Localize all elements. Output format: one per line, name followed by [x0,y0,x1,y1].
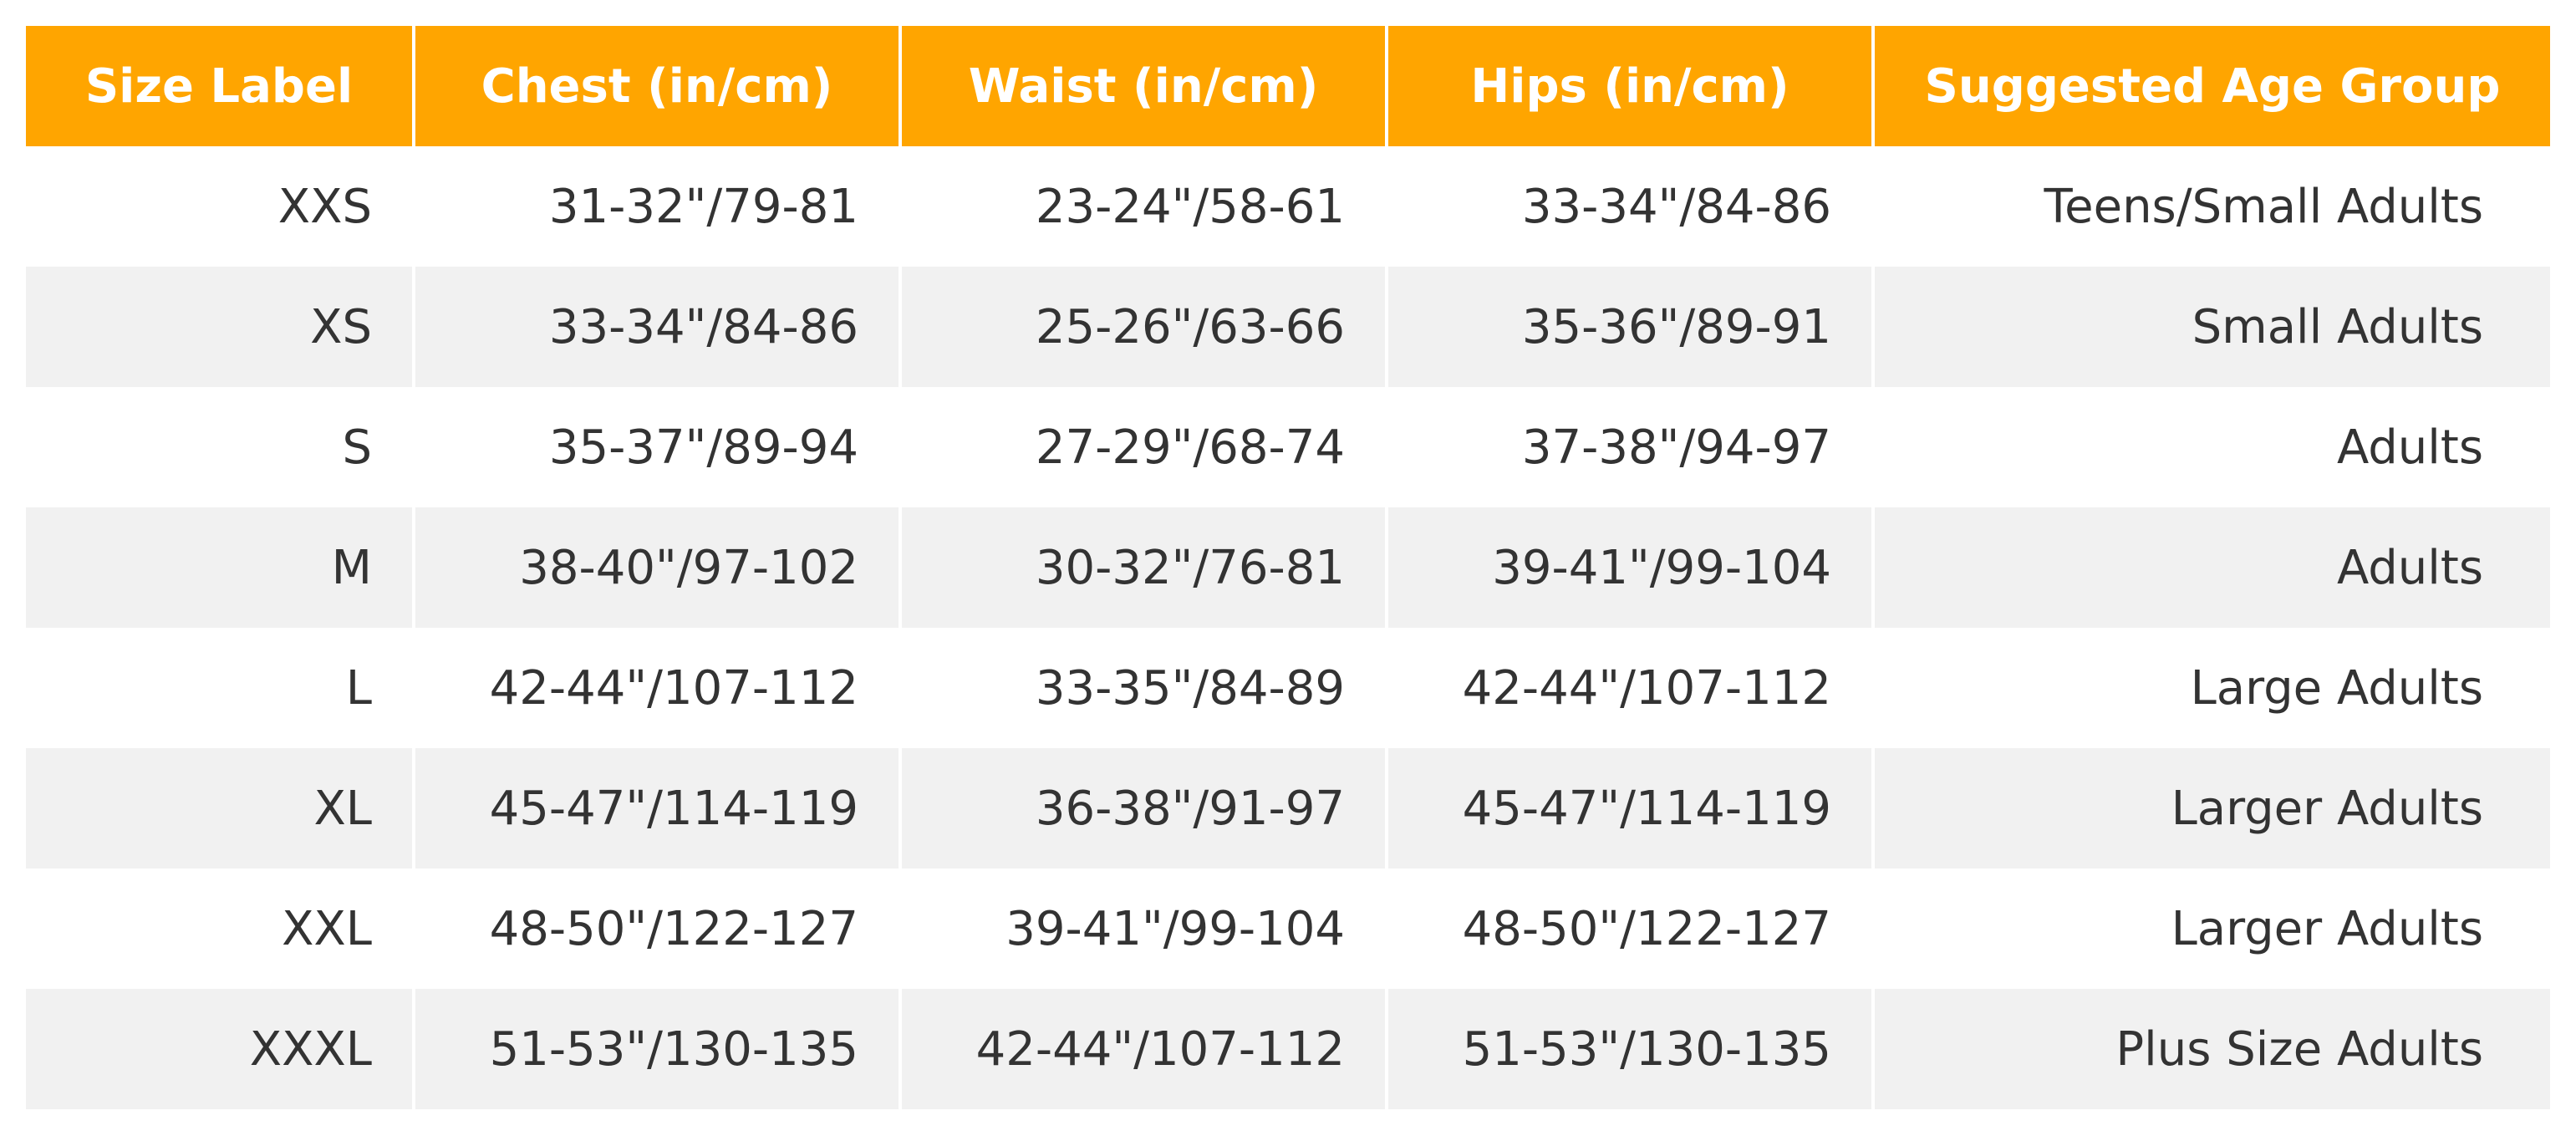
chest-cell: 45-47"/114-119 [412,748,900,869]
header-waist: Waist (in/cm) [899,26,1387,146]
chest-cell: 48-50"/122-127 [412,869,900,989]
age-group-cell: Plus Size Adults [1871,989,2550,1109]
hips-cell: 51-53"/130-135 [1385,989,1873,1109]
hips-cell: 45-47"/114-119 [1385,748,1873,869]
waist-cell: 25-26"/63-66 [899,267,1387,387]
age-group-cell: Adults [1871,507,2550,628]
table-row: XS 33-34"/84-86 25-26"/63-66 35-36"/89-91 Sm… [26,267,2550,387]
age-group-cell: Large Adults [1871,628,2550,748]
table-row: M 38-40"/97-102 30-32"/76-81 39-41"/99-104 A… [26,507,2550,628]
chest-cell: 51-53"/130-135 [412,989,900,1109]
size-label-cell: XL [26,748,414,869]
header-hips: Hips (in/cm) [1385,26,1873,146]
table-row: S 35-37"/89-94 27-29"/68-74 37-38"/94-97 Adu… [26,387,2550,507]
table-row: XL 45-47"/114-119 36-38"/91-97 45-47"/114-1… [26,748,2550,869]
header-size-label: Size Label [26,26,414,146]
hips-cell: 33-34"/84-86 [1385,146,1873,267]
age-group-cell: Small Adults [1871,267,2550,387]
size-label-cell: XXS [26,146,414,267]
age-group-cell: Teens/Small Adults [1871,146,2550,267]
table-row: L 42-44"/107-112 33-35"/84-89 42-44"/107-11… [26,628,2550,748]
age-group-cell: Larger Adults [1871,748,2550,869]
size-label-cell: S [26,387,414,507]
table-body: XXS 31-32"/79-81 23-24"/58-61 33-34"/84-86 T… [26,146,2550,1109]
table-row: XXL 48-50"/122-127 39-41"/99-104 48-50"/122… [26,869,2550,989]
hips-cell: 39-41"/99-104 [1385,507,1873,628]
hips-cell: 48-50"/122-127 [1385,869,1873,989]
waist-cell: 39-41"/99-104 [899,869,1387,989]
chest-cell: 38-40"/97-102 [412,507,900,628]
size-label-cell: XS [26,267,414,387]
waist-cell: 23-24"/58-61 [899,146,1387,267]
table-row: XXXL 51-53"/130-135 42-44"/107-112 51-53"/1… [26,989,2550,1109]
size-chart-table: Size Label Chest (in/cm) Waist (in/cm) H… [26,26,2550,1109]
chest-cell: 42-44"/107-112 [412,628,900,748]
header-row: Size Label Chest (in/cm) Waist (in/cm) H… [26,26,2550,146]
waist-cell: 42-44"/107-112 [899,989,1387,1109]
size-label-cell: XXL [26,869,414,989]
hips-cell: 42-44"/107-112 [1385,628,1873,748]
size-label-cell: M [26,507,414,628]
age-group-cell: Larger Adults [1871,869,2550,989]
size-label-cell: XXXL [26,989,414,1109]
waist-cell: 36-38"/91-97 [899,748,1387,869]
chest-cell: 35-37"/89-94 [412,387,900,507]
header-age-group: Suggested Age Group [1871,26,2550,146]
header-chest: Chest (in/cm) [412,26,900,146]
hips-cell: 37-38"/94-97 [1385,387,1873,507]
size-label-cell: L [26,628,414,748]
age-group-cell: Adults [1871,387,2550,507]
waist-cell: 30-32"/76-81 [899,507,1387,628]
waist-cell: 27-29"/68-74 [899,387,1387,507]
hips-cell: 35-36"/89-91 [1385,267,1873,387]
chest-cell: 31-32"/79-81 [412,146,900,267]
waist-cell: 33-35"/84-89 [899,628,1387,748]
chest-cell: 33-34"/84-86 [412,267,900,387]
table-row: XXS 31-32"/79-81 23-24"/58-61 33-34"/84-86 T… [26,146,2550,267]
